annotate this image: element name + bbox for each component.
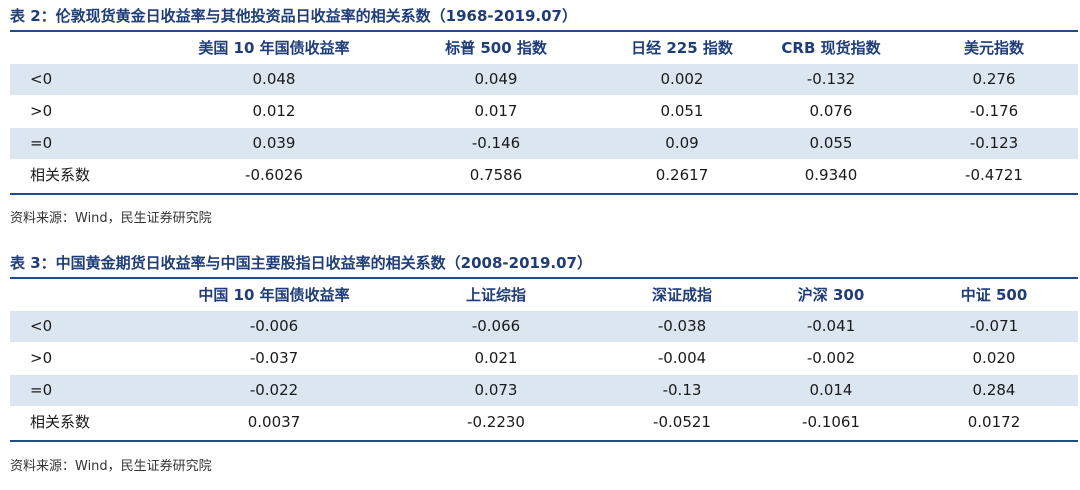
row-label: >0 — [30, 102, 53, 120]
table2-header-cell: 标普 500 指数 — [445, 39, 547, 57]
table-cell: 0.076 — [809, 102, 853, 120]
table-cell: -0.0521 — [653, 413, 711, 431]
table-cell: 0.09 — [665, 134, 699, 152]
table-cell: 0.014 — [809, 381, 853, 399]
table3-header-row: 中国 10 年国债收益率 上证综指 深证成指 沪深 300 中证 500 — [10, 280, 1078, 310]
table-cell: 0.055 — [809, 134, 853, 152]
table-cell: 0.012 — [252, 102, 296, 120]
table-cell: -0.6026 — [245, 166, 303, 184]
table-cell: -0.038 — [657, 317, 707, 335]
table2-header-cell: 美国 10 年国债收益率 — [198, 39, 350, 57]
table-row: >0 0.012 0.017 0.051 0.076 -0.176 — [10, 96, 1078, 127]
table3-header-cell: 中证 500 — [960, 286, 1028, 304]
table2-source-note: 资料来源：Wind，民生证券研究院 — [10, 211, 212, 226]
row-label: 相关系数 — [30, 166, 91, 184]
row-label: <0 — [30, 70, 53, 88]
table-cell: 0.020 — [972, 349, 1016, 367]
row-label: <0 — [30, 317, 53, 335]
table-row: <0 -0.006 -0.066 -0.038 -0.041 -0.071 — [10, 311, 1078, 342]
row-label: >0 — [30, 349, 53, 367]
table-cell: -0.006 — [249, 317, 299, 335]
table2-header-cell: 美元指数 — [963, 39, 1024, 57]
table3-header-cell: 沪深 300 — [797, 286, 865, 304]
table-cell: -0.176 — [969, 102, 1019, 120]
table-cell: -0.13 — [662, 381, 702, 399]
table-cell: -0.132 — [806, 70, 856, 88]
table-cell: -0.002 — [806, 349, 856, 367]
table-row: =0 -0.022 0.073 -0.13 0.014 0.284 — [10, 375, 1078, 406]
table3-header-cell: 上证综指 — [465, 286, 526, 304]
table-cell: 0.039 — [252, 134, 296, 152]
table-cell: -0.004 — [657, 349, 707, 367]
row-label: =0 — [30, 134, 53, 152]
table-cell: -0.2230 — [467, 413, 525, 431]
table-cell: 0.021 — [474, 349, 518, 367]
table3-header-cell: 深证成指 — [651, 286, 712, 304]
table-row: =0 0.039 -0.146 0.09 0.055 -0.123 — [10, 128, 1078, 159]
table-row: 相关系数 0.0037 -0.2230 -0.0521 -0.1061 0.01… — [10, 407, 1078, 438]
table3-header-cell — [10, 280, 168, 310]
table-cell: -0.066 — [471, 317, 521, 335]
table-cell: 0.048 — [252, 70, 296, 88]
table-cell: -0.146 — [471, 134, 521, 152]
table-cell: 0.017 — [474, 102, 518, 120]
table2-bottom-rule — [10, 193, 1078, 195]
table-row: >0 -0.037 0.021 -0.004 -0.002 0.020 — [10, 343, 1078, 374]
table3-header-cell: 中国 10 年国债收益率 — [198, 286, 350, 304]
table-cell: -0.071 — [969, 317, 1019, 335]
table-cell: -0.037 — [249, 349, 299, 367]
table-cell: -0.041 — [806, 317, 856, 335]
table-cell: -0.022 — [249, 381, 299, 399]
table-cell: -0.1061 — [802, 413, 860, 431]
table-cell: 0.7586 — [469, 166, 523, 184]
table2-header-cell: CRB 现货指数 — [781, 39, 881, 57]
table-cell: 0.049 — [474, 70, 518, 88]
table-row: 相关系数 -0.6026 0.7586 0.2617 0.9340 -0.472… — [10, 160, 1078, 191]
table2-header-cell: 日经 225 指数 — [631, 39, 733, 57]
table-cell: 0.002 — [660, 70, 704, 88]
table2-title: 表 2：伦敦现货黄金日收益率与其他投资品日收益率的相关系数（1968-2019.… — [10, 7, 577, 25]
row-label: 相关系数 — [30, 413, 91, 431]
table-cell: -0.4721 — [965, 166, 1023, 184]
table2-header-row: 美国 10 年国债收益率 标普 500 指数 日经 225 指数 CRB 现货指… — [10, 33, 1078, 63]
table-row: <0 0.048 0.049 0.002 -0.132 0.276 — [10, 64, 1078, 95]
table3-bottom-rule — [10, 440, 1078, 442]
table-cell: 0.276 — [972, 70, 1016, 88]
table2-top-rule — [10, 30, 1078, 32]
table-cell: 0.051 — [660, 102, 704, 120]
table3-title: 表 3：中国黄金期货日收益率与中国主要股指日收益率的相关系数（2008-2019… — [10, 254, 592, 272]
row-label: =0 — [30, 381, 53, 399]
table-cell: 0.0172 — [967, 413, 1021, 431]
table3-top-rule — [10, 277, 1078, 279]
table-cell: 0.0037 — [247, 413, 301, 431]
table2-header-cell — [10, 33, 168, 63]
table-cell: 0.9340 — [804, 166, 858, 184]
table-cell: 0.073 — [474, 381, 518, 399]
table3-source-note: 资料来源：Wind，民生证券研究院 — [10, 459, 212, 474]
table-cell: -0.123 — [969, 134, 1019, 152]
table-cell: 0.284 — [972, 381, 1016, 399]
table-cell: 0.2617 — [655, 166, 709, 184]
